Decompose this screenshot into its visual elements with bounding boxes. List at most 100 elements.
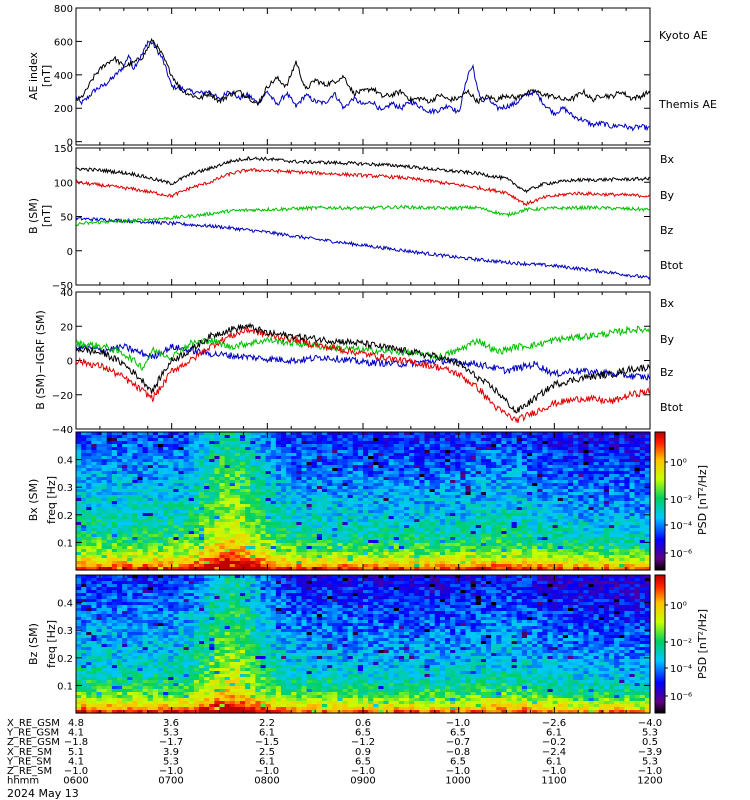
heatmap-cell [414, 498, 420, 502]
heatmap-cell [286, 453, 292, 457]
heatmap-cell [265, 501, 272, 505]
heatmap-cell [393, 510, 400, 514]
heatmap-cell [152, 561, 159, 565]
heatmap-cell [501, 435, 508, 439]
heatmap-cell [588, 459, 595, 463]
heatmap-cell [132, 474, 139, 478]
heatmap-cell [342, 534, 349, 538]
heatmap-cell [557, 531, 564, 535]
heatmap-cell [168, 528, 174, 532]
heatmap-cell [316, 543, 323, 547]
heatmap-cell [568, 486, 574, 490]
heatmap-cell [240, 513, 246, 517]
heatmap-cell [245, 492, 251, 496]
heatmap-cell [598, 489, 605, 493]
heatmap-cell [491, 510, 497, 514]
heatmap-cell [501, 552, 508, 556]
heatmap-cell [322, 510, 328, 514]
heatmap-cell [562, 549, 569, 553]
heatmap-cell [327, 441, 333, 445]
heatmap-cell [204, 444, 210, 448]
heatmap-cell [76, 459, 82, 463]
heatmap-cell [603, 435, 610, 439]
heatmap-cell [450, 456, 456, 460]
heatmap-cell [363, 504, 369, 508]
heatmap-cell [322, 489, 328, 493]
heatmap-cell [106, 540, 113, 544]
heatmap-cell [286, 438, 292, 442]
heatmap-cell [521, 552, 528, 556]
heatmap-cell [101, 480, 108, 484]
heatmap-cell [434, 456, 441, 460]
heatmap-cell [260, 495, 267, 499]
heatmap-cell [137, 504, 144, 508]
heatmap-cell [265, 567, 272, 571]
heatmap-cell [86, 450, 92, 454]
heatmap-cell [122, 468, 128, 472]
heatmap-cell [91, 471, 98, 475]
heatmap-cell [127, 456, 133, 460]
heatmap-cell [460, 474, 467, 478]
heatmap-cell [188, 564, 195, 568]
heatmap-cell [573, 546, 579, 550]
heatmap-cell [265, 492, 272, 496]
heatmap-cell [347, 450, 354, 454]
heatmap-cell [265, 558, 272, 562]
heatmap-cell [480, 510, 487, 514]
heatmap-cell [250, 546, 256, 550]
heatmap-cell [470, 552, 477, 556]
heatmap-cell [501, 486, 508, 490]
heatmap-cell [501, 549, 508, 553]
heatmap-cell [552, 447, 559, 451]
heatmap-cell [460, 435, 467, 439]
heatmap-cell [337, 462, 344, 466]
heatmap-cell [404, 528, 410, 532]
heatmap-cell [506, 567, 513, 571]
heatmap-cell [404, 513, 410, 517]
heatmap-cell [404, 561, 410, 565]
heatmap-cell [342, 441, 349, 445]
heatmap-cell [91, 474, 98, 478]
heatmap-cell [234, 435, 241, 439]
heatmap-cell [127, 537, 133, 541]
heatmap-cell [352, 552, 359, 556]
heatmap-cell [183, 444, 190, 448]
heatmap-cell [465, 453, 472, 457]
heatmap-cell [327, 561, 333, 565]
heatmap-cell [270, 432, 277, 436]
heatmap-cell [245, 486, 251, 490]
heatmap-cell [547, 432, 554, 436]
heatmap-cell [583, 489, 590, 493]
heatmap-cell [152, 552, 159, 556]
heatmap-cell [614, 507, 620, 511]
heatmap-cell [255, 519, 262, 523]
heatmap-cell [142, 465, 149, 469]
heatmap-cell [219, 477, 226, 481]
heatmap-cell [275, 450, 282, 454]
heatmap-cell [562, 501, 569, 505]
heatmap-cell [557, 444, 564, 448]
heatmap-cell [532, 453, 538, 457]
heatmap-cell [527, 435, 533, 439]
heatmap-cell [296, 567, 303, 571]
b-igrf-legend-bz: Bz [660, 366, 674, 379]
heatmap-cell [475, 516, 482, 520]
heatmap-cell [506, 564, 513, 568]
heatmap-cell [183, 486, 190, 490]
heatmap-cell [183, 549, 190, 553]
heatmap-cell [193, 549, 200, 553]
heatmap-cell [562, 546, 569, 550]
heatmap-cell [188, 474, 195, 478]
heatmap-cell [224, 537, 231, 541]
heatmap-cell [76, 567, 82, 571]
heatmap-cell [178, 537, 185, 541]
heatmap-cell [414, 456, 420, 460]
heatmap-cell [470, 543, 477, 547]
heatmap-cell [506, 495, 513, 499]
heatmap-cell [347, 501, 354, 505]
heatmap-cell [342, 438, 349, 442]
heatmap-cell [373, 552, 379, 556]
heatmap-cell [296, 486, 303, 490]
heatmap-cell [603, 504, 610, 508]
heatmap-cell [158, 474, 164, 478]
